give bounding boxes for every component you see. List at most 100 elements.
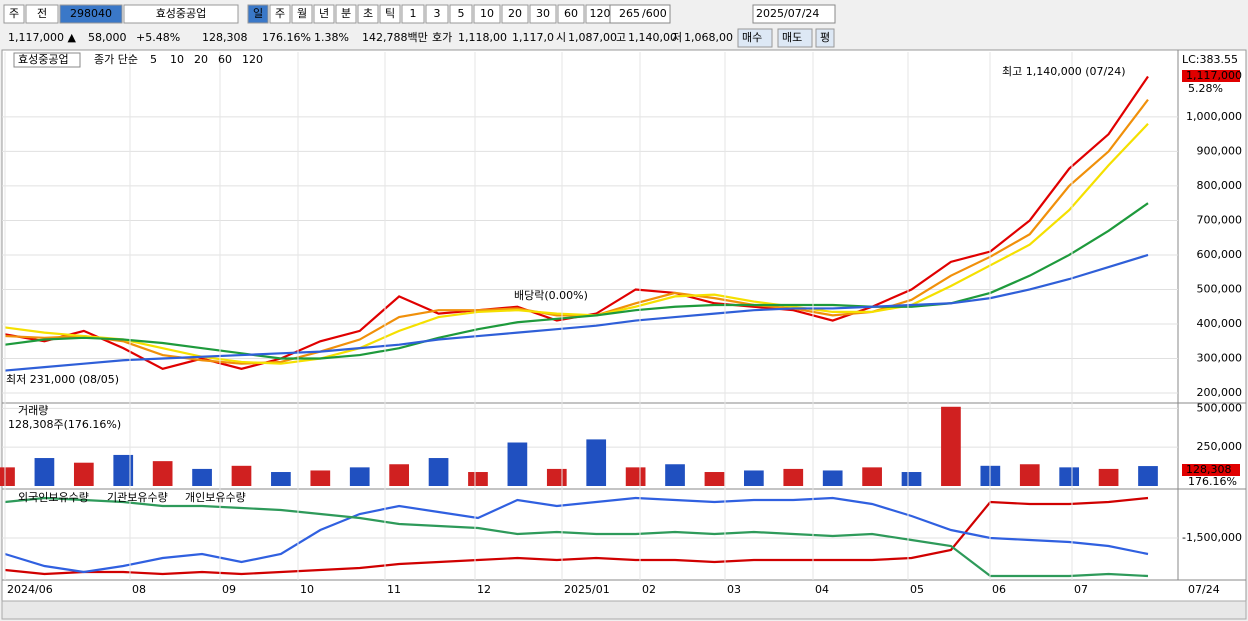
info-field: 시 — [556, 31, 566, 44]
toolbar-label: 60 — [564, 7, 578, 20]
toolbar-button[interactable] — [291, 4, 313, 24]
toolbar-label: 전 — [37, 7, 47, 20]
info-field: 1,140,00 — [628, 31, 677, 44]
volume-bar — [862, 467, 882, 486]
order-button[interactable] — [777, 28, 813, 48]
toolbar-button[interactable] — [335, 4, 357, 24]
volume-ratio: 176.16% — [1188, 475, 1237, 488]
volume-bar — [0, 467, 15, 486]
y-tick-label: 600,000 — [1197, 248, 1243, 261]
x-tick-label: 12 — [477, 583, 491, 596]
x-tick-label: 2024/06 — [7, 583, 53, 596]
chart-area — [1, 49, 1247, 603]
legend-entry: 120 — [242, 53, 263, 66]
toolbar-button[interactable] — [449, 4, 473, 24]
toolbar-label: 1 — [410, 7, 417, 20]
toolbar-button[interactable] — [59, 4, 123, 24]
toolbar-button[interactable] — [379, 4, 401, 24]
toolbar-button[interactable] — [123, 4, 239, 24]
toolbar-label: 일 — [253, 6, 263, 20]
volume-bar — [546, 468, 567, 486]
annotation: LC:383.55 — [1182, 53, 1238, 66]
y-tick-label: 200,000 — [1197, 386, 1243, 399]
order-button[interactable] — [737, 28, 773, 48]
toolbar-button[interactable] — [557, 4, 585, 24]
info-field: +5.48% — [136, 31, 180, 44]
volume-bar — [1138, 466, 1158, 486]
info-field: 128,308 — [202, 31, 248, 44]
count-input[interactable] — [609, 4, 671, 24]
toolbar-label: 298040 — [70, 7, 112, 20]
annotation: 최저 231,000 (08/05) — [6, 373, 119, 386]
x-tick-label: 08 — [132, 583, 146, 596]
toolbar-button[interactable] — [529, 4, 557, 24]
toolbar-button[interactable] — [401, 4, 425, 24]
line — [4, 496, 1149, 578]
toolbar-label: 주 — [9, 7, 19, 20]
y-tick-label: 800,000 — [1197, 179, 1243, 192]
toolbar-label: 30 — [536, 7, 550, 20]
volume-bar — [389, 464, 409, 486]
toolbar-button[interactable] — [269, 4, 291, 24]
x-tick-label: 02 — [642, 583, 656, 596]
info-field: 매수 — [742, 31, 762, 44]
volume-bar — [704, 472, 725, 486]
volume-bar — [271, 472, 291, 486]
y-tick-label: 500,000 — [1197, 282, 1243, 295]
title-box — [13, 52, 81, 68]
x-tick-label: 07 — [1074, 583, 1088, 596]
volume-bar — [941, 406, 961, 486]
date-input[interactable] — [752, 4, 836, 24]
volume-bar — [783, 468, 804, 486]
y-tick-label: 400,000 — [1197, 317, 1243, 330]
legend-entry: 10 — [170, 53, 184, 66]
toolbar-label: 20 — [508, 7, 522, 20]
count-max: /600 — [642, 7, 667, 20]
toolbar-label: 틱 — [385, 7, 395, 20]
info-field: 1,118,00 — [458, 31, 507, 44]
toolbar-button[interactable] — [357, 4, 379, 24]
annotation: 최고 1,140,000 (07/24) — [1002, 65, 1126, 78]
volume-bar — [901, 472, 922, 486]
price-box — [1182, 70, 1240, 82]
info-field: 저 — [672, 31, 682, 44]
info-field: 1,117,0 — [512, 31, 554, 44]
toolbar-button[interactable] — [3, 4, 25, 24]
volume-bar — [625, 467, 646, 486]
toolbar-label: 분 — [341, 7, 351, 20]
scrollbar[interactable] — [1, 600, 1247, 620]
toolbar-button[interactable] — [501, 4, 529, 24]
toolbar-button[interactable] — [425, 4, 449, 24]
x-tick-label: 06 — [992, 583, 1006, 596]
x-tick-label: 10 — [300, 583, 314, 596]
legend-entry: 외국인보유수량 — [18, 491, 89, 504]
volume-bar — [822, 470, 843, 486]
toolbar-button[interactable] — [473, 4, 501, 24]
toolbar-button[interactable] — [313, 4, 335, 24]
toolbar-label: 3 — [434, 7, 441, 20]
toolbar-label: 120 — [590, 7, 611, 20]
order-button[interactable] — [815, 28, 835, 48]
toolbar-button[interactable] — [247, 4, 269, 24]
y-tick-label: 700,000 — [1197, 213, 1243, 226]
x-tick-label: 07/24 — [1188, 583, 1220, 596]
volume-bar — [468, 472, 488, 486]
line — [4, 496, 1149, 576]
legend-entry: 5 — [150, 53, 157, 66]
legend-entry: 기관보유수량 — [107, 491, 168, 504]
y-tick-label: 300,000 — [1197, 352, 1243, 365]
toolbar-label: 10 — [480, 7, 494, 20]
annotation: 배당락(0.00%) — [514, 289, 588, 302]
line — [4, 496, 1149, 574]
volume-bar — [34, 458, 55, 486]
volume-bar — [428, 458, 449, 486]
volume-label: 128,308 — [1186, 463, 1232, 476]
toolbar-label: 년 — [319, 7, 329, 20]
toolbar-label: 5 — [458, 7, 465, 20]
toolbar-label: 주 — [275, 7, 285, 20]
x-tick-label: 03 — [727, 583, 741, 596]
x-tick-label: 2025/01 — [564, 583, 610, 596]
volume-bar — [744, 470, 764, 486]
legend-entry: 20 — [194, 53, 208, 66]
toolbar-button[interactable] — [25, 4, 59, 24]
